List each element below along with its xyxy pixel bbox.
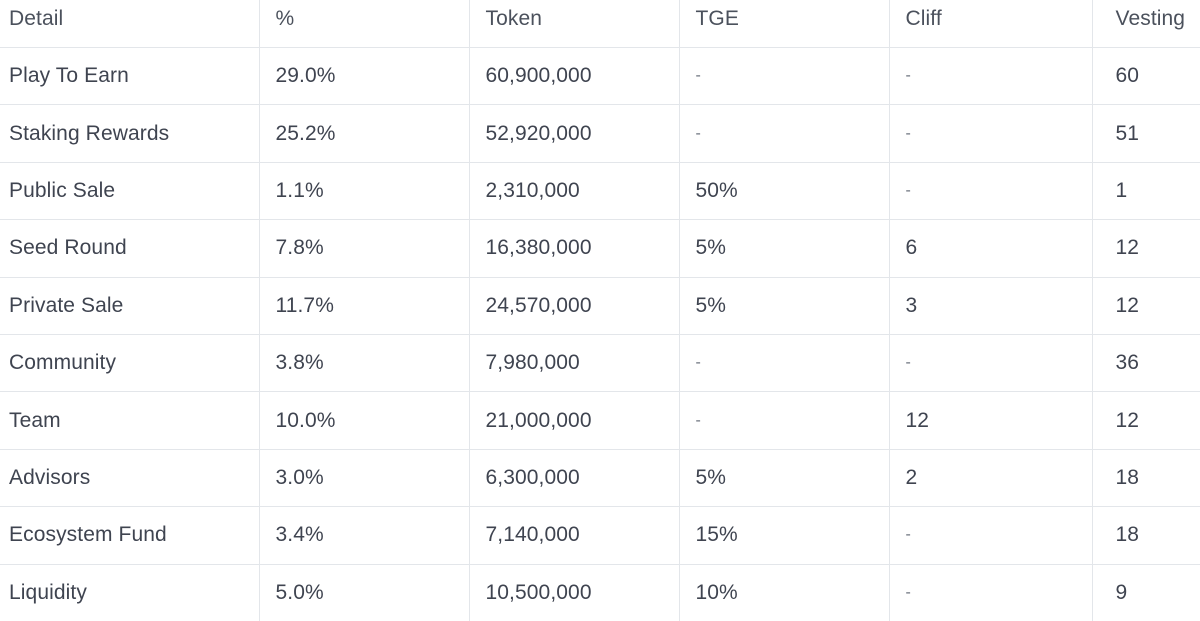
detail-cell: Private Sale bbox=[0, 277, 260, 335]
vesting-cell: 18 bbox=[1092, 449, 1200, 508]
cliff-cell: - bbox=[889, 162, 1093, 221]
tge-cell: 50% bbox=[679, 162, 890, 221]
vesting-cell: 51 bbox=[1092, 104, 1200, 163]
cliff-cell: 6 bbox=[889, 219, 1093, 278]
table-row: Community 3.8% 7,980,000- -36 bbox=[0, 334, 1200, 393]
cliff-cell: - bbox=[889, 506, 1093, 565]
table-row: Advisors 3.0% 6,300,000 5% 2 18 bbox=[0, 449, 1200, 508]
detail-cell: Play To Earn bbox=[0, 47, 260, 106]
vesting-cell: 18 bbox=[1092, 506, 1200, 565]
cliff-cell: 2 bbox=[889, 449, 1093, 508]
table-body: Play To Earn 29.0% 60,900,000- -60 Staking R… bbox=[0, 47, 1200, 621]
tge-cell: - bbox=[679, 334, 890, 393]
vesting-cell: 12 bbox=[1092, 391, 1200, 450]
token-cell: 7,140,000 bbox=[469, 506, 680, 565]
table-row: Play To Earn 29.0% 60,900,000- -60 bbox=[0, 47, 1200, 106]
token-cell: 16,380,000 bbox=[469, 219, 680, 278]
percent-cell: 25.2% bbox=[259, 104, 470, 163]
cliff-cell: - bbox=[889, 104, 1093, 163]
tge-cell: 10% bbox=[679, 564, 890, 621]
table-row: Private Sale 11.7% 24,570,000 5% 3 12 bbox=[0, 277, 1200, 335]
token-cell: 10,500,000 bbox=[469, 564, 680, 621]
column-header-token: Token bbox=[469, 0, 680, 48]
percent-cell: 5.0% bbox=[259, 564, 470, 621]
detail-cell: Ecosystem Fund bbox=[0, 506, 260, 565]
tge-cell: 5% bbox=[679, 277, 890, 335]
table-row: Liquidity 5.0% 10,500,000 10% -9 bbox=[0, 564, 1200, 621]
cliff-cell: - bbox=[889, 47, 1093, 106]
percent-cell: 3.0% bbox=[259, 449, 470, 508]
detail-cell: Liquidity bbox=[0, 564, 260, 621]
token-cell: 24,570,000 bbox=[469, 277, 680, 335]
detail-cell: Seed Round bbox=[0, 219, 260, 278]
percent-cell: 3.8% bbox=[259, 334, 470, 393]
column-header-detail: Detail bbox=[0, 0, 260, 48]
token-cell: 2,310,000 bbox=[469, 162, 680, 221]
detail-cell: Community bbox=[0, 334, 260, 393]
column-header-percent: % bbox=[259, 0, 470, 48]
table-row: Public Sale 1.1% 2,310,000 50% -1 bbox=[0, 162, 1200, 221]
percent-cell: 1.1% bbox=[259, 162, 470, 221]
token-cell: 6,300,000 bbox=[469, 449, 680, 508]
vesting-cell: 60 bbox=[1092, 47, 1200, 106]
tge-cell: - bbox=[679, 47, 890, 106]
tge-cell: 5% bbox=[679, 449, 890, 508]
table-row: Team 10.0% 21,000,000-12 12 bbox=[0, 391, 1200, 450]
tge-cell: 15% bbox=[679, 506, 890, 565]
percent-cell: 10.0% bbox=[259, 391, 470, 450]
tge-cell: - bbox=[679, 391, 890, 450]
percent-cell: 29.0% bbox=[259, 47, 470, 106]
token-cell: 21,000,000 bbox=[469, 391, 680, 450]
token-cell: 52,920,000 bbox=[469, 104, 680, 163]
column-header-vesting: Vesting bbox=[1092, 0, 1200, 48]
vesting-cell: 36 bbox=[1092, 334, 1200, 393]
cliff-cell: 3 bbox=[889, 277, 1093, 335]
token-cell: 60,900,000 bbox=[469, 47, 680, 106]
percent-cell: 11.7% bbox=[259, 277, 470, 335]
tge-cell: - bbox=[679, 104, 890, 163]
detail-cell: Advisors bbox=[0, 449, 260, 508]
token-cell: 7,980,000 bbox=[469, 334, 680, 393]
vesting-cell: 9 bbox=[1115, 580, 1128, 604]
detail-cell: Team bbox=[0, 391, 260, 450]
column-header-tge: TGE bbox=[679, 0, 890, 48]
tge-cell: 5% bbox=[679, 219, 890, 278]
table-row: Seed Round 7.8% 16,380,000 5% 6 12 bbox=[0, 219, 1200, 278]
table-header-row: Detail % Token TGE Cliff Vesting bbox=[0, 0, 1200, 48]
cliff-cell: - bbox=[889, 564, 1093, 621]
vesting-cell: 1 bbox=[1092, 162, 1200, 221]
vesting-cell: 12 bbox=[1092, 219, 1200, 278]
table-row: Staking Rewards 25.2% 52,920,000- -51 bbox=[0, 104, 1200, 163]
column-header-cliff: Cliff bbox=[889, 0, 1093, 48]
vesting-cell: 12 bbox=[1092, 277, 1200, 335]
detail-cell: Public Sale bbox=[0, 162, 260, 221]
cliff-cell: - bbox=[889, 334, 1093, 393]
percent-cell: 3.4% bbox=[259, 506, 470, 565]
percent-cell: 7.8% bbox=[259, 219, 470, 278]
table-row: Ecosystem Fund 3.4% 7,140,000 15% -18 bbox=[0, 506, 1200, 565]
cliff-cell: 12 bbox=[889, 391, 1093, 450]
detail-cell: Staking Rewards bbox=[0, 104, 260, 163]
